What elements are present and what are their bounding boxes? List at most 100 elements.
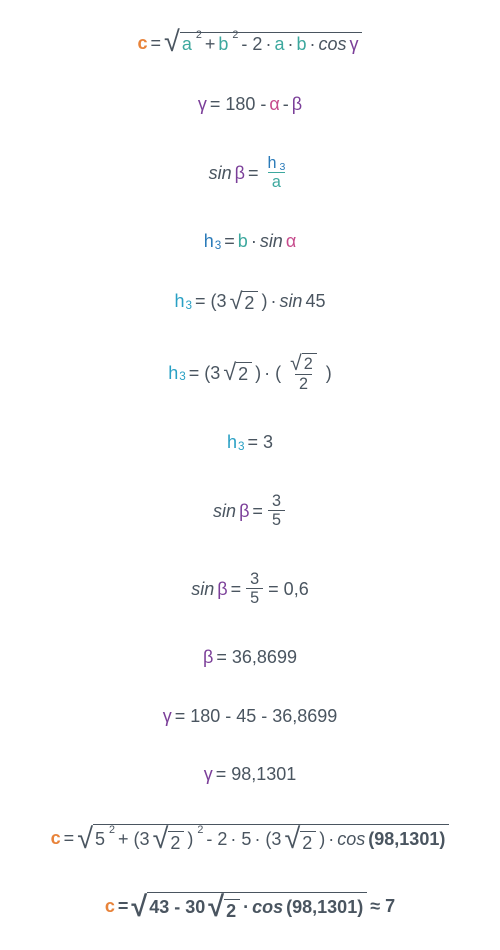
angle-45: 45 <box>305 292 325 310</box>
equals-value: = 98,1301 <box>216 765 297 783</box>
h3-definition: h3 = b · sin α <box>204 232 296 250</box>
var-a: a <box>182 35 192 53</box>
text: = (3 <box>195 292 227 310</box>
minus-2: - 2 <box>206 830 227 848</box>
law-of-cosines: c = √ a2 + b2 - 2 · a · b · cos γ <box>138 30 363 54</box>
dot: · <box>287 35 293 53</box>
alpha: α <box>269 95 279 113</box>
beta: β <box>217 580 227 598</box>
fraction: √2 2 <box>286 352 321 392</box>
radical-icon: √ <box>284 827 300 851</box>
text: = 180 - 45 - 36,8699 <box>175 707 338 725</box>
dot: · <box>328 830 334 848</box>
sqrt2: √2 <box>208 895 240 919</box>
h3-substitution-2: h3 = (3 √2 ) · ( √2 2 ) <box>168 352 332 392</box>
fraction: h3 a <box>264 154 290 191</box>
h: h <box>268 155 277 171</box>
rparen: ) <box>255 364 261 382</box>
dot: · <box>265 35 271 53</box>
plus: + <box>205 35 216 53</box>
dot: · <box>270 292 276 310</box>
fraction: 3 5 <box>268 492 285 529</box>
radical-icon: √ <box>153 827 169 851</box>
h3: h3 <box>168 364 186 382</box>
approx-7: ≈ 7 <box>370 897 395 915</box>
gamma: γ <box>163 707 172 725</box>
sqrt-body: 43 - 30 √2 · cos (98,1301) <box>147 892 367 919</box>
sin: sin <box>191 580 214 598</box>
dot: · <box>309 35 315 53</box>
text: = (3 <box>189 364 221 382</box>
text: = 180 - <box>210 95 267 113</box>
sq: 2 <box>196 30 202 41</box>
equals: = <box>64 829 75 847</box>
gamma-substitution: γ = 180 - 45 - 36,8699 <box>163 707 338 725</box>
sqrt2: √2 <box>153 827 185 851</box>
cos-arg: (98,1301) <box>286 898 363 916</box>
beta: β <box>203 648 213 666</box>
cos-arg: (98,1301) <box>368 830 445 848</box>
numerator: h3 <box>264 154 290 172</box>
equals: = <box>252 502 263 520</box>
beta: β <box>239 502 249 520</box>
minus-2: - 2 <box>241 35 262 53</box>
equals: = <box>224 232 235 250</box>
cos: cos <box>337 830 365 848</box>
sq: 2 <box>109 825 115 836</box>
gamma-definition: γ = 180 - α - β <box>198 95 302 113</box>
beta: β <box>235 164 245 182</box>
sin-beta-fraction: sin β = h3 a <box>209 154 292 191</box>
gamma: γ <box>204 765 213 783</box>
sq: 2 <box>232 30 238 41</box>
radical-icon: √ <box>208 895 224 919</box>
var-c: c <box>105 897 115 915</box>
sin-beta-decimal: sin β = 3 5 = 0,6 <box>191 570 308 607</box>
numerator: √2 <box>286 352 321 373</box>
dot: · <box>251 232 257 250</box>
equals-3: = 3 <box>248 433 274 451</box>
var-a: a <box>274 35 284 53</box>
sqrt2: √2 <box>284 827 316 851</box>
radical-icon: √ <box>290 353 302 372</box>
var-b: b <box>296 35 306 53</box>
c-substitution: c = √ 52 + (3 √2 )2 - 2 · 5 · (3 √2 ) · … <box>51 824 450 851</box>
dot-lparen: · ( <box>264 364 281 382</box>
radical-icon: √ <box>77 824 93 851</box>
beta: β <box>292 95 302 113</box>
rparen: ) <box>326 364 332 382</box>
h3: h3 <box>204 232 222 250</box>
var-b: b <box>238 232 248 250</box>
h3-value: h3 = 3 <box>227 433 273 451</box>
cos: cos <box>318 35 346 53</box>
denominator: a <box>268 172 285 191</box>
sqrt: √ 43 - 30 √2 · cos (98,1301) <box>131 892 367 919</box>
alpha: α <box>286 232 296 250</box>
equals: = <box>248 164 259 182</box>
rparen: ) <box>187 830 193 848</box>
text: 43 - 30 <box>149 898 205 916</box>
dot-5: · 5 <box>230 830 251 848</box>
equals: = <box>231 580 242 598</box>
h3-substitution-1: h3 = (3 √2 ) · sin 45 <box>175 291 326 312</box>
sin: sin <box>213 502 236 520</box>
sqrt2: √2 <box>223 362 252 383</box>
five: 5 <box>95 830 105 848</box>
gamma-value: γ = 98,1301 <box>204 765 297 783</box>
var-c: c <box>51 829 61 847</box>
h3: h3 <box>227 433 245 451</box>
denominator: 2 <box>295 374 312 393</box>
sqrt2: √2 <box>230 291 259 312</box>
equals-value: = 36,8699 <box>216 648 297 666</box>
equals: = <box>151 34 162 52</box>
radical-icon: √ <box>164 30 180 54</box>
rparen: ) <box>261 292 267 310</box>
h3: h3 <box>175 292 193 310</box>
sq: 2 <box>197 825 203 836</box>
var-b: b <box>218 35 228 53</box>
sin-beta-35: sin β = 3 5 <box>213 492 287 529</box>
sin: sin <box>209 164 232 182</box>
sin: sin <box>279 292 302 310</box>
fraction: 3 5 <box>246 570 263 607</box>
dot: · <box>243 898 249 916</box>
radical-icon: √ <box>131 892 147 919</box>
